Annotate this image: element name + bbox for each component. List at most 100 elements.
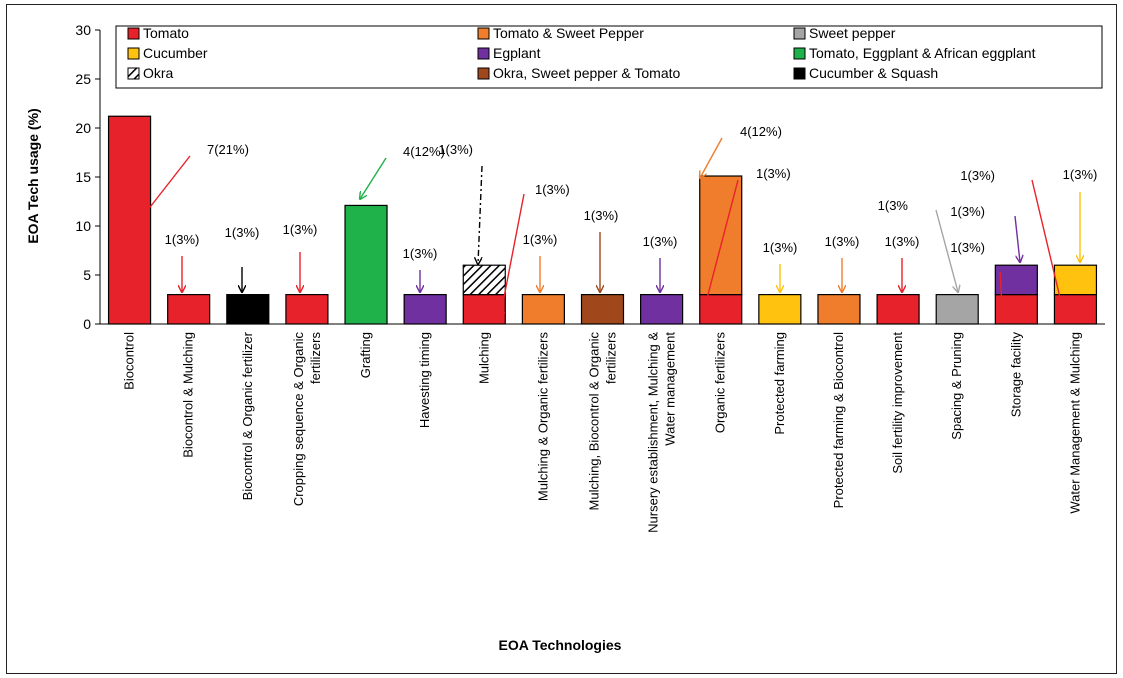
legend-swatch: [127, 67, 140, 80]
bar-segment: [521, 294, 565, 325]
x-axis-title: EOA Technologies: [499, 637, 622, 653]
annotation-label: 1(3%): [950, 204, 985, 219]
annotation-label: 4(12%): [740, 124, 782, 139]
annotation-label: 1(3%): [438, 142, 473, 157]
x-tick-label: Water Management & Mulching: [1067, 332, 1082, 514]
legend-swatch: [127, 47, 140, 60]
annotation-label: 1(3%): [960, 168, 995, 183]
annotation-label: 7(21%): [207, 142, 249, 157]
x-tick-label: Protected farming & Biocontrol: [831, 332, 846, 508]
x-tick-label: Protected farming: [772, 332, 787, 435]
x-tick-label: Storage facility: [1008, 332, 1023, 418]
bar-segment: [403, 294, 447, 325]
x-tick-label: Mulching, Biocontrol & Organic fertilizer…: [587, 332, 619, 511]
legend-swatch: [793, 67, 806, 80]
bar-segment: [699, 294, 743, 325]
annotation-arrow: [500, 193, 525, 318]
legend-label: Tomato: [143, 25, 189, 41]
annotation-arrow: [1014, 215, 1020, 262]
legend: Tomato Tomato & Sweet Pepper Sweet pepper C…: [115, 25, 1103, 89]
annotation-label: 1(3%: [878, 198, 909, 213]
bar-segment: [167, 294, 211, 325]
annotation-label: 1(3%): [756, 166, 791, 181]
x-tick-label: Spacing & Pruning: [949, 332, 964, 440]
y-tick-label: 30: [75, 22, 91, 38]
annotations: 7(21%)1(3%) 1(3%) 1(3%)4(12%)1(3%)1(3%)1(3…: [140, 124, 1097, 318]
legend-swatch: [127, 27, 140, 40]
bar-segment: [876, 294, 920, 325]
annotation-arrow: [478, 165, 483, 264]
legend-label: Sweet pepper: [809, 25, 896, 41]
x-axis: Biocontrol Biocontrol & Mulching Biocontro…: [100, 323, 1105, 533]
y-axis: 0 5 10 15 20 25 30: [75, 22, 101, 332]
x-tick-label: Mulching: [476, 332, 491, 384]
annotation-arrow: [140, 155, 191, 220]
annotation-label: 1(3%): [225, 225, 260, 240]
y-tick-label: 5: [83, 267, 91, 283]
annotation-label: 1(3%): [885, 234, 920, 249]
annotation-arrow: [700, 137, 723, 178]
legend-label: Okra: [143, 65, 174, 81]
x-tick-label: Biocontrol: [122, 332, 137, 390]
y-tick-label: 0: [83, 316, 91, 332]
bar-segment: [462, 264, 506, 296]
bar-segment: [226, 294, 270, 325]
y-tick-label: 15: [75, 169, 91, 185]
legend-swatch: [477, 27, 490, 40]
annotation-label: 1(3%): [643, 234, 678, 249]
annotation-label: 1(3%): [763, 240, 798, 255]
legend-label: Okra, Sweet pepper & Tomato: [493, 65, 680, 81]
annotation-label: 1(3%): [523, 232, 558, 247]
annotation-arrow: [1031, 179, 1062, 306]
y-tick-label: 25: [75, 71, 91, 87]
annotation-label: 1(3%): [950, 240, 985, 255]
bar-segment: [817, 294, 861, 325]
chart-frame: [6, 4, 1117, 674]
bars: [107, 115, 1098, 325]
bar-segment: [758, 294, 802, 325]
legend-label: Cucumber: [143, 45, 208, 61]
annotation-label: 1(3%): [825, 234, 860, 249]
x-tick-label: Cropping sequence & Organic fertilizers: [291, 332, 323, 507]
annotation-label: 1(3%): [1063, 167, 1098, 182]
legend-label: Egplant: [493, 45, 541, 61]
legend-swatch: [793, 27, 806, 40]
x-tick-label: Organic fertilizers: [713, 332, 728, 434]
x-tick-label: Mulching & Organic fertilizers: [535, 332, 550, 502]
x-tick-label: Biocontrol & Mulching: [181, 332, 196, 458]
y-tick-label: 20: [75, 120, 91, 136]
annotation-label: 1(3%): [165, 232, 200, 247]
bar-segment: [640, 294, 684, 325]
legend-swatch: [477, 67, 490, 80]
legend-box: [115, 25, 1103, 89]
annotation-label: 1(3%): [584, 208, 619, 223]
annotation-label: 1(3%): [283, 222, 318, 237]
annotation-arrow: [1000, 271, 1002, 306]
x-tick-label: Soil fertility improvement: [890, 332, 905, 474]
bar-segment: [699, 175, 743, 296]
x-tick-label: Nursery establishment, Mulching & Water m…: [646, 332, 678, 533]
legend-label: Tomato & Sweet Pepper: [493, 25, 644, 41]
y-axis-title: EOA Tech usage (%): [25, 108, 41, 243]
bar-segment: [580, 294, 625, 325]
annotation-arrow: [935, 209, 958, 292]
annotation-label: 4(12%): [403, 144, 445, 159]
annotation-arrow: [704, 179, 739, 310]
bar-segment: [462, 294, 506, 325]
annotation-label: 1(3%): [535, 182, 570, 197]
bar-segment: [344, 204, 388, 325]
x-tick-label: Biocontrol & Organic fertilizer: [240, 331, 255, 500]
legend-label: Cucumber & Squash: [809, 65, 938, 81]
y-tick-label: 10: [75, 218, 91, 234]
bar-segment: [994, 264, 1038, 296]
x-tick-label: Grafting: [358, 332, 373, 378]
legend-swatch: [793, 47, 806, 60]
bar-segment: [285, 294, 329, 325]
x-tick-label: Havesting timing: [417, 332, 432, 428]
bar-segment: [107, 115, 152, 325]
annotation-arrow: [360, 157, 387, 199]
legend-swatch: [477, 47, 490, 60]
bar-segment: [935, 294, 979, 325]
legend-label: Tomato, Eggplant & African eggplant: [809, 45, 1036, 61]
